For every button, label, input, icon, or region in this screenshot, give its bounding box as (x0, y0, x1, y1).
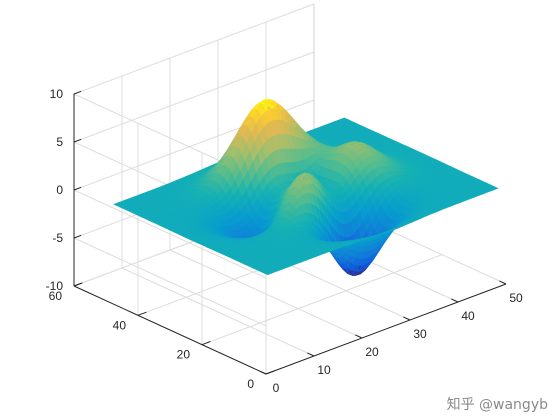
z-tick-mark (73, 186, 82, 191)
z-tick-mark (73, 138, 82, 143)
x-axis-line (265, 283, 507, 375)
z-tick-mark (73, 90, 82, 95)
y-tick-mark (201, 341, 211, 346)
x-tick-label: 50 (509, 291, 523, 305)
z-tick-label: 5 (56, 135, 63, 149)
x-tick-label: 0 (273, 381, 280, 395)
x-tick-label: 20 (365, 345, 379, 359)
y-tick-label: 0 (247, 377, 254, 391)
z-tick-mark (73, 234, 82, 239)
x-tick-mark (403, 316, 411, 321)
z-tick-label: -5 (52, 231, 63, 245)
tick-labels: 0 10 20 30 40 50 0 20 40 60-10 -5 0 5 10 (46, 87, 523, 395)
z-tick-label: 0 (56, 183, 63, 197)
x-tick-mark (451, 298, 459, 303)
x-tick-label: 30 (413, 327, 427, 341)
y-tick-mark (137, 311, 147, 316)
surface-patch (489, 186, 499, 191)
x-tick-mark (307, 352, 315, 357)
x-tick-label: 40 (461, 309, 475, 323)
grid-line-x-floor (121, 267, 315, 357)
y-tick-label: 40 (113, 318, 127, 332)
x-tick-label: 10 (317, 363, 331, 377)
x-tick-mark (259, 370, 267, 375)
watermark: 知乎 @wangyb (446, 397, 548, 413)
y-tick-mark (265, 370, 275, 375)
y-tick-label: 60 (49, 289, 63, 303)
x-tick-mark (355, 334, 363, 339)
y-axis-line (73, 285, 267, 375)
x-tick-mark (499, 280, 507, 285)
y-tick-label: 20 (177, 348, 191, 362)
z-tick-label: 10 (50, 87, 64, 101)
axes-lines (73, 90, 507, 375)
surface (113, 98, 499, 277)
z-tick-label: -10 (46, 279, 64, 293)
z-tick-mark (73, 282, 82, 287)
grid-line-y-floor (201, 254, 443, 346)
